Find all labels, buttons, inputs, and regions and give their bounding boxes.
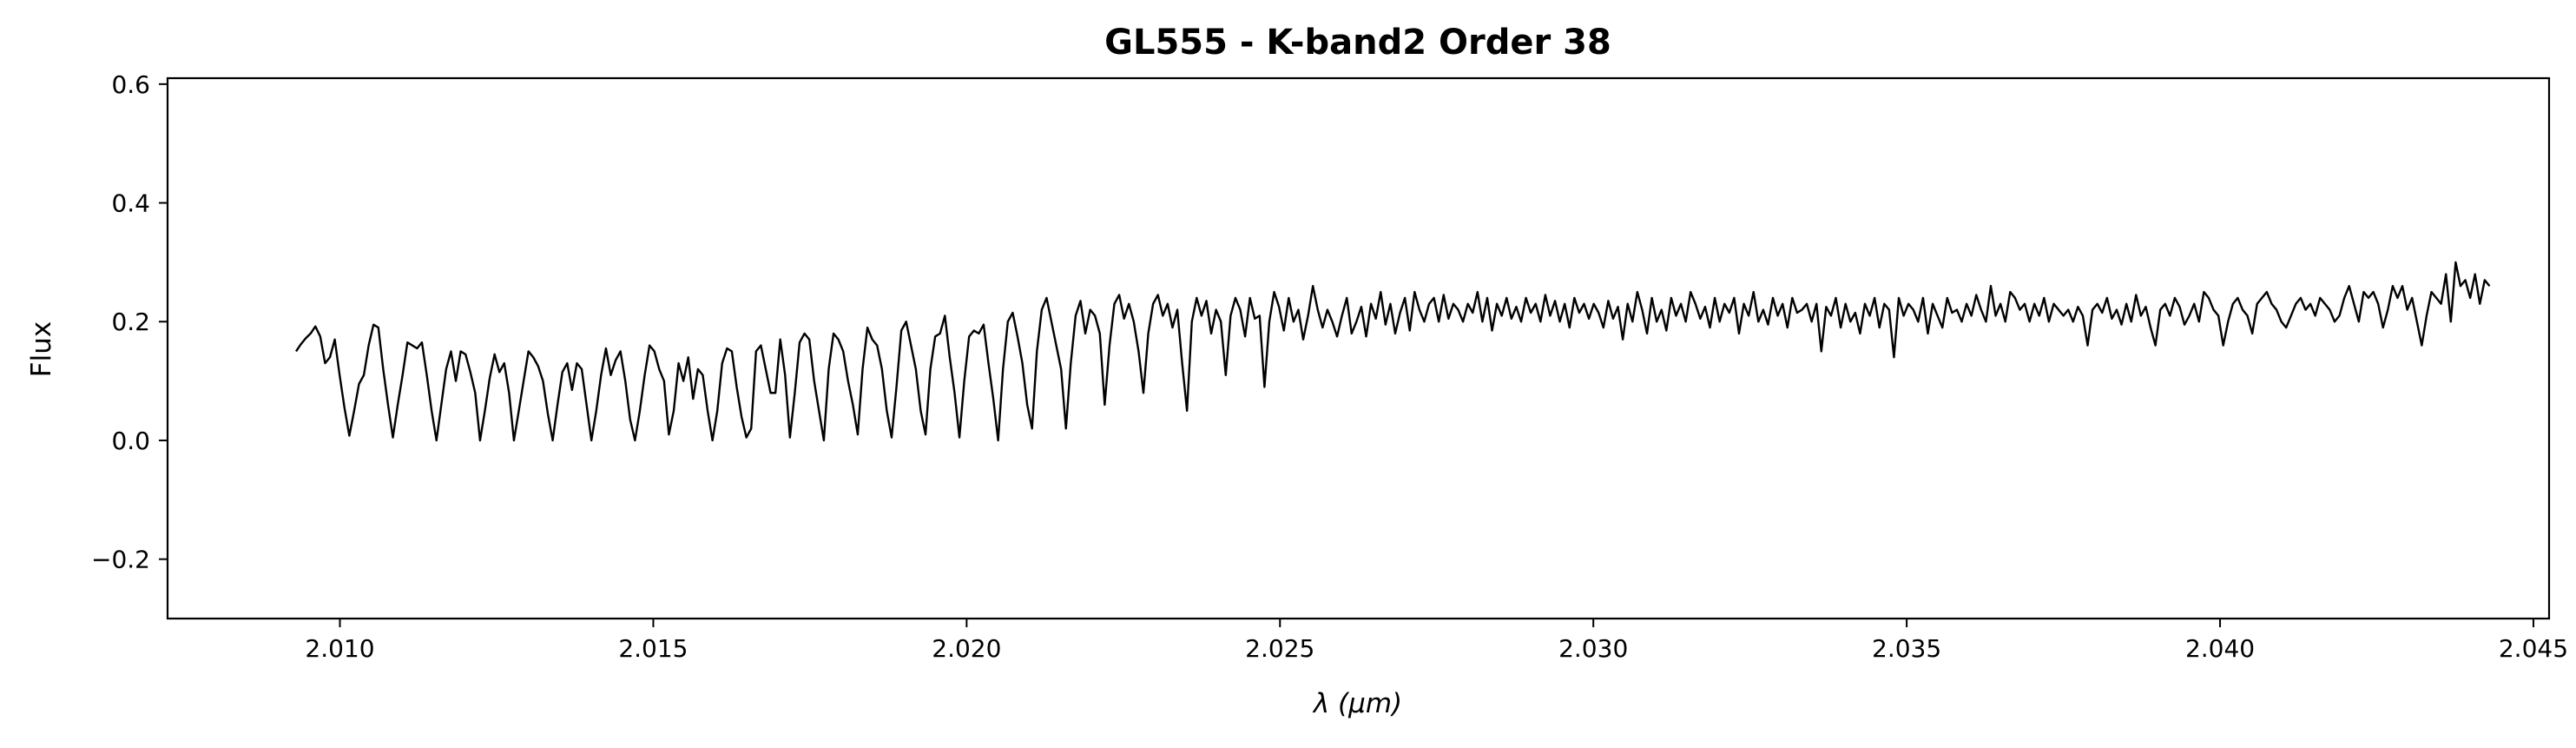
x-tick-label: 2.030 [1558, 634, 1628, 663]
x-axis: 2.010 2.015 2.020 2.025 2.030 2.035 2.040 2.045 [305, 619, 2568, 663]
y-axis-label: Flux [26, 321, 57, 377]
y-tick-label: 0.6 [111, 70, 150, 99]
spectrum-line [294, 261, 2491, 442]
x-tick-label: 2.010 [305, 634, 374, 663]
y-tick-label: −0.2 [91, 546, 150, 574]
y-tick-label: 0.2 [111, 308, 150, 336]
x-tick-label: 2.040 [2185, 634, 2255, 663]
x-tick-label: 2.035 [1872, 634, 1941, 663]
y-axis: −0.2 0.0 0.2 0.4 0.6 [91, 70, 168, 574]
chart-title: GL555 - K-band2 Order 38 [1104, 23, 1611, 63]
x-tick-label: 2.015 [618, 634, 688, 663]
x-axis-label: λ (μm) [1312, 688, 1402, 719]
x-tick-label: 2.045 [2499, 634, 2568, 663]
plot-frame [166, 76, 2551, 620]
x-tick-label: 2.020 [932, 634, 1001, 663]
y-tick-label: 0.4 [111, 189, 150, 218]
y-tick-label: 0.0 [111, 427, 150, 455]
x-tick-label: 2.025 [1245, 634, 1314, 663]
plot-area [166, 76, 2551, 620]
